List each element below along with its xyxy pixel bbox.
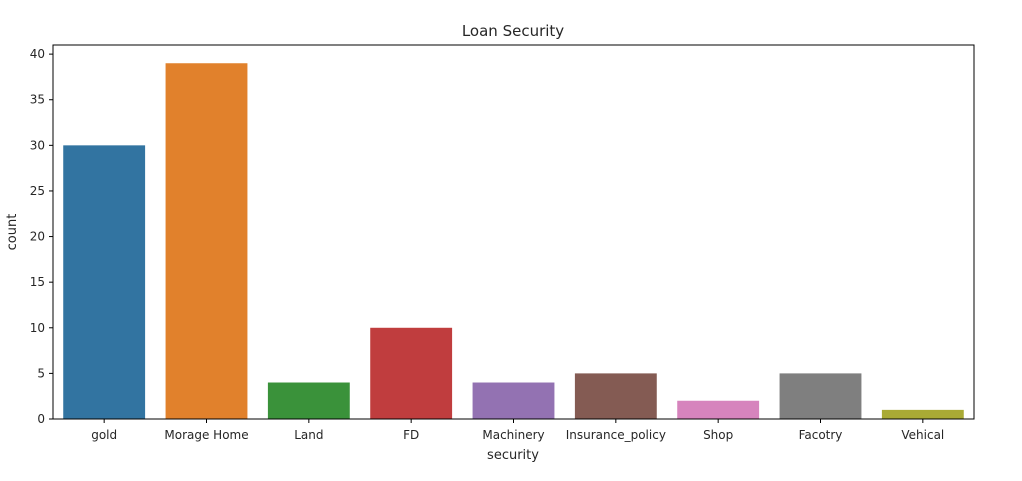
y-axis: 0 5 10 15 20 25 30 35 40 bbox=[30, 47, 53, 426]
bar-morage-home bbox=[165, 63, 248, 420]
x-tick-label: Land bbox=[294, 428, 323, 442]
y-tick-label: 40 bbox=[30, 47, 45, 61]
x-tick-label: FD bbox=[403, 428, 419, 442]
bar-gold bbox=[63, 145, 146, 419]
bar-insurance-policy bbox=[574, 373, 657, 419]
y-tick-label: 35 bbox=[30, 93, 45, 107]
bar-machinery bbox=[472, 382, 555, 419]
chart-title: Loan Security bbox=[462, 22, 564, 40]
y-tick-label: 10 bbox=[30, 321, 45, 335]
y-tick-label: 15 bbox=[30, 275, 45, 289]
y-tick-label: 20 bbox=[30, 230, 45, 244]
bar-shop bbox=[677, 400, 760, 419]
bar-land bbox=[267, 382, 350, 419]
y-axis-label: count bbox=[5, 214, 20, 251]
x-tick-label: Facotry bbox=[799, 428, 843, 442]
x-tick-label: Machinery bbox=[482, 428, 544, 442]
y-tick-label: 5 bbox=[37, 366, 45, 380]
bar-fd bbox=[370, 327, 453, 419]
x-tick-label: Vehical bbox=[901, 428, 944, 442]
bars-group bbox=[63, 63, 964, 420]
y-tick-label: 0 bbox=[37, 412, 45, 426]
bar-facotry bbox=[779, 373, 862, 419]
y-tick-label: 30 bbox=[30, 138, 45, 152]
bar-vehical bbox=[881, 409, 964, 419]
x-tick-label: gold bbox=[91, 428, 117, 442]
x-tick-label: Morage Home bbox=[164, 428, 248, 442]
x-tick-label: Insurance_policy bbox=[566, 428, 666, 442]
plot-frame bbox=[52, 44, 975, 420]
x-axis-label: security bbox=[487, 448, 539, 463]
y-tick-label: 25 bbox=[30, 184, 45, 198]
x-axis: gold Morage Home Land FD Machinery Insurance_… bbox=[91, 419, 944, 442]
x-tick-label: Shop bbox=[703, 428, 733, 442]
